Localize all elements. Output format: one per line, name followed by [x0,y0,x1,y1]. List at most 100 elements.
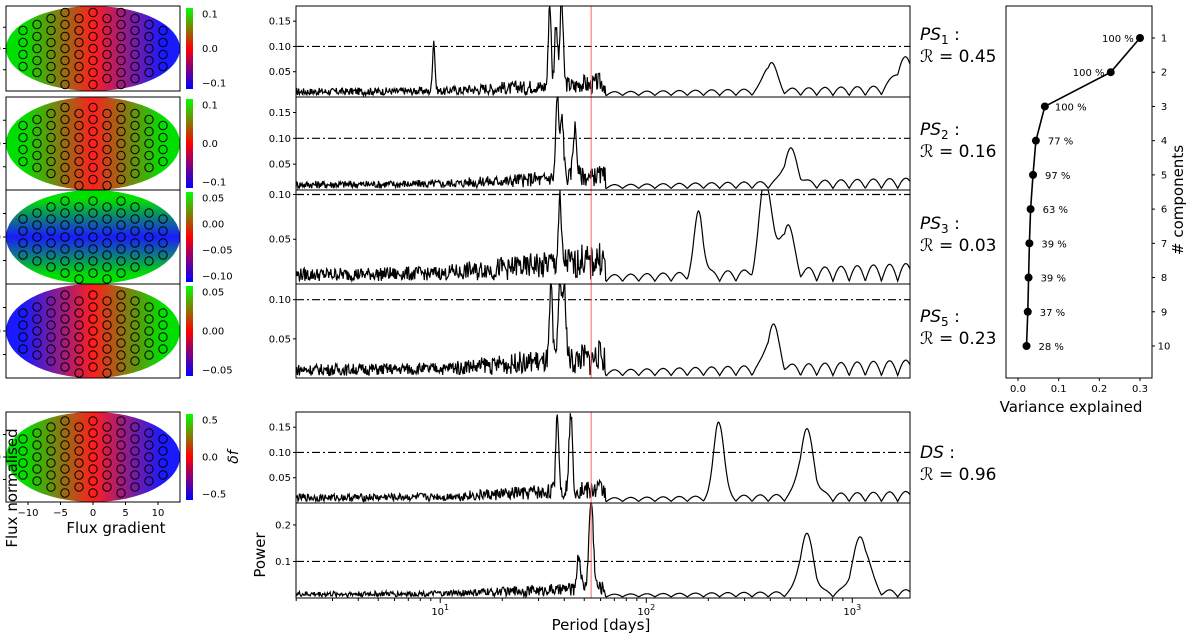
power-spectrum-line [295,283,911,378]
sample-marker [130,214,140,224]
sample-marker [158,49,168,60]
sample-marker [88,440,98,450]
sample-marker [116,114,126,125]
sample-marker [18,434,28,444]
sample-marker [116,55,126,66]
sample-marker [158,470,168,480]
sample-marker [46,214,56,224]
sample-marker [158,37,168,48]
sample-marker [116,268,126,278]
sample-marker [130,356,140,366]
sample-marker [130,458,140,468]
sample-marker [46,482,56,492]
sample-marker [74,144,84,155]
sample-marker [144,138,154,149]
ytick-label: 0.25 [0,475,1,486]
sample-marker [88,268,98,278]
ytick-label: 0.25 [0,256,1,267]
sample-marker [116,67,126,78]
sample-marker [158,344,168,354]
panel-name: PS2 : [920,120,960,142]
sample-marker [116,232,126,242]
ytick-label: 0.10 [269,42,291,53]
variance-pct-label: 100 % [1073,68,1105,79]
sample-marker [74,470,84,480]
sample-marker [88,338,98,348]
sample-marker [88,302,98,312]
sample-marker [102,226,112,236]
sample-marker [102,446,112,456]
sample-marker [130,296,140,306]
ytick-label: 0.10 [269,134,291,145]
ytick-label: 0.25 [0,350,1,361]
sample-marker [116,428,126,438]
sample-marker [116,102,126,113]
xtick-label: 0.3 [1132,384,1148,395]
sample-marker [144,256,154,266]
sample-marker [116,440,126,450]
periodogram-bottom: 0.2 0.1 [275,502,911,599]
sample-marker [46,37,56,48]
ytick-label: 0.05 [269,334,291,345]
sample-marker [74,434,84,444]
xtick-label: 10 [152,508,165,519]
sample-marker [102,25,112,36]
sample-marker [46,226,56,236]
sample-marker [158,238,168,248]
correlation-r: ℛ = 0.45 [920,47,996,67]
sample-marker [158,434,168,444]
sample-marker [32,162,42,173]
sample-marker [46,446,56,456]
sample-marker [60,162,70,173]
ytick-label: 6 [1161,205,1167,216]
sample-marker [116,162,126,173]
sample-marker [60,208,70,218]
sample-marker [116,220,126,230]
xtick-label: 0.2 [1091,384,1107,395]
correlation-r: ℛ = 0.23 [920,329,996,349]
sample-marker [158,156,168,167]
sample-marker [74,120,84,131]
xtick-label: 0.0 [1010,384,1026,395]
ytick-label: 0.50 [0,44,1,55]
sample-marker [88,314,98,324]
sample-marker [130,61,140,72]
sample-marker [60,464,70,474]
sample-marker [158,214,168,224]
sample-marker [102,332,112,342]
flux-map-surface [6,284,180,378]
sample-marker [60,196,70,206]
sample-marker [60,488,70,498]
cbar-tick-label: 0.0 [202,44,218,55]
ytick-label: 0.75 [0,23,1,34]
sample-marker [60,7,70,18]
sample-marker [102,132,112,143]
sample-marker [60,440,70,450]
sample-marker [60,67,70,78]
sample-marker [46,262,56,272]
ytick-label: 0.25 [0,65,1,76]
sample-marker [74,308,84,318]
sample-marker [130,344,140,354]
sample-marker [32,126,42,137]
xtick-label: 102 [637,603,655,618]
ytick-label: 7 [1161,239,1167,250]
sample-marker [88,102,98,113]
sample-marker [18,344,28,354]
sample-marker [88,350,98,360]
sample-marker [60,338,70,348]
sample-marker [74,262,84,272]
period-xlabel: Period [days] [552,616,651,634]
sample-marker [144,440,154,450]
sample-marker [158,458,168,468]
sample-marker [46,458,56,468]
sample-marker [46,61,56,72]
sample-marker [130,37,140,48]
sample-marker [46,296,56,306]
sample-marker [32,232,42,242]
sample-marker [32,114,42,125]
sample-marker [74,13,84,24]
variance-point [1136,34,1144,42]
sample-marker [144,232,154,242]
sample-marker [130,320,140,330]
